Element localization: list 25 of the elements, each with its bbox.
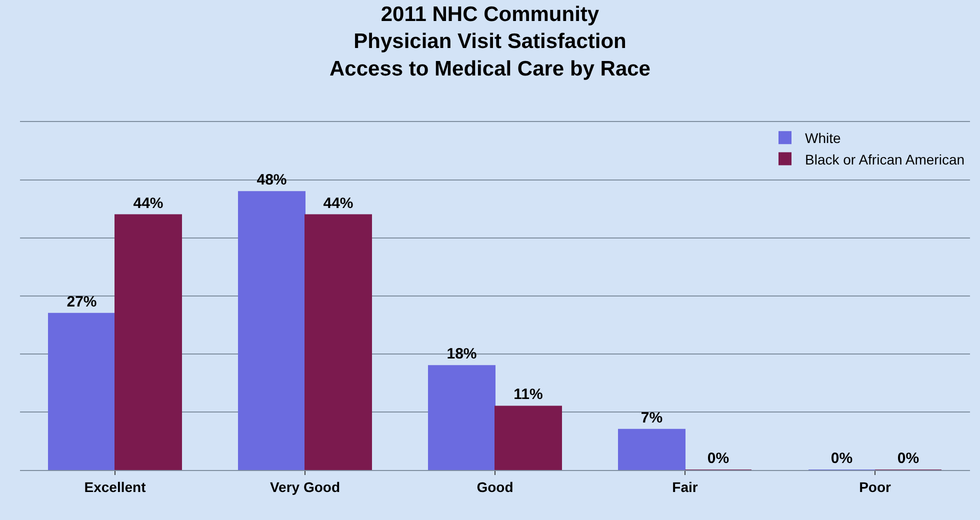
data-label: 27%	[66, 293, 97, 310]
bar	[114, 214, 182, 470]
data-label: 44%	[133, 194, 164, 212]
data-label: 44%	[323, 194, 354, 212]
bar	[304, 214, 372, 470]
bar	[238, 191, 306, 470]
data-label: 0%	[830, 450, 853, 467]
bar	[48, 312, 116, 470]
data-label: 11%	[514, 386, 543, 404]
bar	[494, 406, 562, 470]
legend-label: White	[805, 130, 841, 146]
data-label: 7%	[640, 409, 663, 426]
bar	[428, 365, 496, 470]
data-label: 0%	[897, 450, 920, 467]
bar	[618, 428, 686, 470]
data-label: 48%	[256, 172, 287, 189]
chart-title: 2011 NHC Community Physician Visit Satisfaction Access to Medical Care by Race	[330, 2, 650, 80]
x-tick-label: Good	[476, 478, 514, 495]
x-tick-label: Very Good	[270, 478, 340, 495]
legend-label: Black or African American	[805, 151, 965, 168]
x-tick-label: Fair	[672, 478, 698, 495]
data-label: 18%	[446, 346, 477, 363]
x-tick-label: Poor	[859, 478, 892, 495]
x-tick-label: Excellent	[84, 478, 146, 495]
data-label: 0%	[707, 450, 730, 467]
